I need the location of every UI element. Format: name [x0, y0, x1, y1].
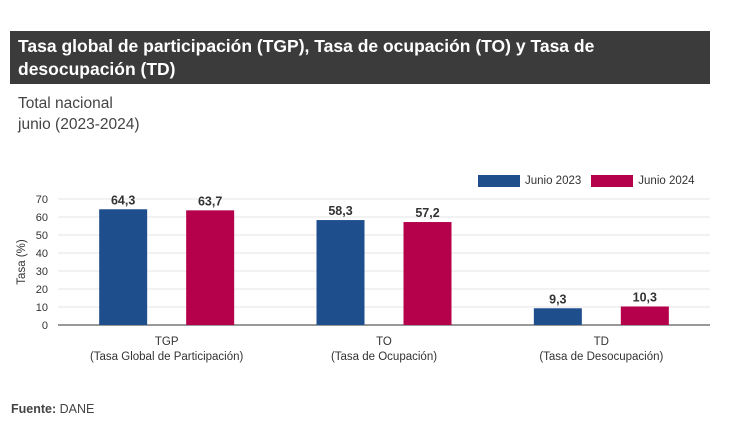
y-tick-label-50: 50 [36, 230, 48, 242]
source-note: Fuente: DANE [11, 402, 94, 416]
y-axis-label: Tasa (%) [16, 239, 28, 285]
data-label-tgp-2023: 64,3 [111, 193, 135, 207]
y-tick-label-10: 10 [36, 302, 48, 314]
subtitle-line-2: junio (2023-2024) [18, 116, 140, 133]
y-tick-label-20: 20 [36, 284, 48, 296]
y-tick-label-30: 30 [36, 266, 48, 278]
y-tick-label-60: 60 [36, 212, 48, 224]
bar-to-2024 [403, 222, 452, 325]
legend-item-2023[interactable]: Junio 2023 [478, 175, 581, 187]
legend-label-2023: Junio 2023 [525, 175, 582, 187]
y-tick-label-0: 0 [42, 320, 48, 332]
data-label-td-2023: 9,3 [549, 292, 566, 306]
legend-swatch-2023 [478, 175, 520, 187]
bar-tgp-2024 [186, 210, 235, 325]
subtitle-line-1: Total nacional [18, 95, 113, 112]
bar-td-2024 [620, 306, 669, 325]
y-tick-label-40: 40 [36, 248, 48, 260]
legend-label-2024: Junio 2024 [638, 175, 695, 187]
x-tick-sublabel-to: (Tasa de Ocupación) [331, 351, 437, 363]
chart-title: Tasa global de participación (TGP), Tasa… [18, 36, 595, 79]
x-tick-sublabel-td: (Tasa de Desocupación) [539, 351, 663, 363]
source-label: Fuente: [11, 402, 57, 416]
chart-legend: Junio 2023 Junio 2024 [478, 175, 705, 187]
data-label-to-2023: 58,3 [328, 204, 352, 218]
legend-item-2024[interactable]: Junio 2024 [591, 175, 695, 187]
chart-subtitle: Total nacional junio (2023-2024) [18, 93, 140, 135]
bar-to-2023 [316, 220, 365, 325]
data-label-td-2024: 10,3 [633, 290, 657, 304]
data-label-to-2024: 57,2 [415, 206, 439, 220]
x-tick-label-to: TO [376, 336, 392, 348]
chart-title-bar: Tasa global de participación (TGP), Tasa… [10, 31, 710, 84]
legend-swatch-2024 [591, 175, 634, 187]
y-tick-label-70: 70 [36, 194, 48, 206]
bar-tgp-2023 [99, 209, 148, 325]
x-tick-sublabel-tgp: (Tasa Global de Participación) [90, 351, 244, 363]
x-tick-label-td: TD [594, 336, 609, 348]
source-value: DANE [59, 402, 95, 416]
x-tick-label-tgp: TGP [155, 336, 179, 348]
data-label-tgp-2024: 63,7 [198, 194, 222, 208]
bar-td-2023 [533, 308, 582, 325]
